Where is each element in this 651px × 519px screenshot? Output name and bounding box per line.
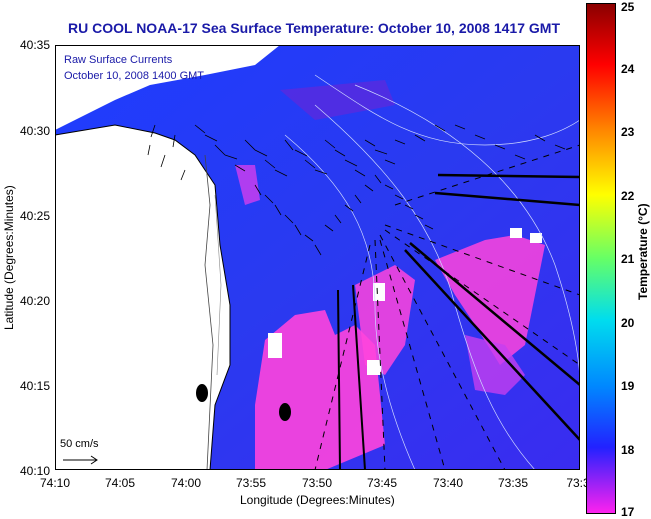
xtick: 74:05: [104, 476, 136, 490]
cb-tick: 24: [621, 62, 635, 76]
cb-tick: 20: [621, 316, 635, 330]
map-title: RU COOL NOAA-17 Sea Surface Temperature:…: [68, 20, 560, 36]
xtick: 73:55: [235, 476, 267, 490]
xtick: 74:00: [170, 476, 202, 490]
y-axis-label: Latitude (Degrees:Minutes): [2, 185, 16, 330]
ytick: 40:30: [19, 124, 50, 138]
xtick: 73:40: [432, 476, 464, 490]
shipping-lane: [337, 284, 366, 470]
bathy-contour: [284, 134, 416, 470]
current-vectors: [147, 124, 566, 256]
no-data-hole: [373, 283, 385, 301]
cool-patch-center: [355, 265, 415, 375]
bathy-contour: [354, 84, 580, 386]
ytick: 40:20: [19, 294, 50, 308]
coastline: [204, 154, 214, 470]
colorbar-label: Temperature (°C): [636, 203, 650, 300]
no-data-hole: [268, 333, 282, 358]
colorbar-gradient: [586, 3, 616, 514]
cb-tick: 17: [621, 505, 635, 519]
no-data-hole: [510, 228, 522, 238]
cb-tick: 18: [621, 443, 635, 457]
colorbar: [586, 3, 616, 514]
scale-arrow: [63, 455, 98, 465]
ytick: 40:35: [19, 38, 50, 52]
no-data-top-left: [55, 45, 280, 130]
xtick: 73:45: [366, 476, 398, 490]
no-data-hole: [367, 360, 381, 375]
station-marker: [196, 384, 208, 402]
depth-contour: [214, 194, 222, 376]
map-frame: [55, 45, 580, 470]
land-new-jersey: [55, 124, 231, 470]
scale-label: 50 cm/s: [60, 438, 99, 450]
no-data-hole: [530, 233, 542, 243]
cb-tick: 19: [621, 379, 635, 393]
ytick: 40:15: [19, 379, 50, 393]
dashed-line: [314, 144, 580, 470]
station-marker: [279, 403, 291, 421]
cool-patch-south: [255, 310, 385, 470]
bathy-contour: [314, 74, 580, 146]
xtick: 73:3: [566, 476, 590, 490]
warm-patch: [235, 165, 260, 205]
inlay-line2: October 10, 2008 1400 GMT: [64, 70, 205, 82]
cb-tick: 22: [621, 189, 635, 203]
sst-map: [55, 45, 580, 470]
cb-tick: 21: [621, 252, 635, 266]
ytick: 40:10: [19, 464, 50, 478]
xtick: 73:35: [497, 476, 529, 490]
xtick: 73:50: [301, 476, 333, 490]
cb-tick: 23: [621, 125, 635, 139]
shipping-lane: [434, 173, 580, 207]
cb-tick: 25: [621, 0, 635, 14]
xtick: 74:10: [39, 476, 71, 490]
ytick: 40:25: [19, 209, 50, 223]
x-axis-label: Longitude (Degrees:Minutes): [240, 493, 395, 507]
inlay-line1: Raw Surface Currents: [64, 54, 173, 66]
